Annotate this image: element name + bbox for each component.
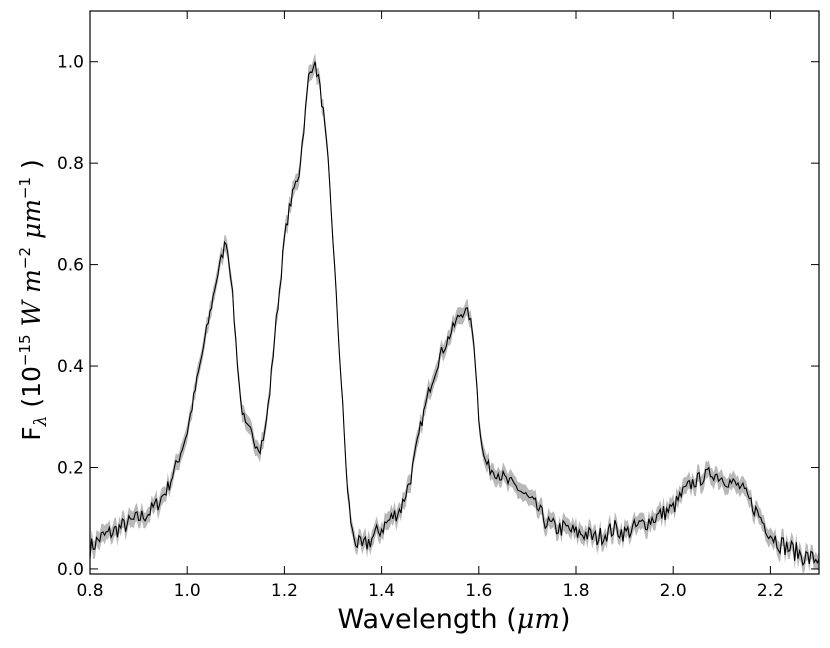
y-tick-label: 0.2 — [57, 458, 84, 478]
x-axis-title-suffix: ) — [560, 604, 571, 635]
y-tick-label: 0.4 — [57, 357, 84, 377]
axis-ticks-layer: 0.8 1.0 1.2 1.4 1.6 1.8 2.0 2.2 0.0 0.2 0.4 0.6 0.8 1… — [57, 11, 819, 601]
y-tick-label: 0.0 — [57, 560, 84, 580]
x-tick-label: 2.0 — [660, 581, 687, 601]
x-tick-label: 0.8 — [76, 581, 103, 601]
x-tick-label: 1.2 — [271, 581, 298, 601]
spectrum-line-layer — [89, 61, 820, 567]
plot-frame — [89, 10, 820, 575]
y-axis-title-prefix: (10 — [17, 366, 46, 416]
y-axis-title-suffix: ) — [17, 159, 46, 177]
spectrum-line — [89, 61, 820, 567]
y-axis-title-symbol: F — [17, 426, 46, 440]
x-tick-label: 1.6 — [465, 581, 492, 601]
y-axis-title: Fλ (10−15 W m−2 μm−1 ) — [16, 159, 51, 441]
x-tick-label: 1.4 — [368, 581, 395, 601]
x-tick-label: 2.2 — [757, 581, 784, 601]
x-axis-title-prefix: Wavelength ( — [338, 604, 517, 635]
y-tick-label: 1.0 — [57, 53, 84, 73]
y-axis-title-unit-um: μm — [17, 199, 46, 247]
y-axis-title-unit-w: W m — [17, 269, 46, 334]
y-axis-title-subscript: λ — [31, 416, 51, 428]
y-axis-title-exp2: −2 — [16, 247, 34, 269]
y-axis-title-exp3: −1 — [16, 177, 34, 199]
x-tick-label: 1.0 — [174, 581, 201, 601]
x-axis-title-unit: μm — [517, 604, 560, 635]
x-axis-title: Wavelength (μm) — [338, 604, 571, 635]
x-tick-label: 1.8 — [562, 581, 589, 601]
y-axis-title-exp: −15 — [16, 334, 34, 366]
y-tick-label: 0.6 — [57, 256, 84, 276]
y-tick-label: 0.8 — [57, 154, 84, 174]
